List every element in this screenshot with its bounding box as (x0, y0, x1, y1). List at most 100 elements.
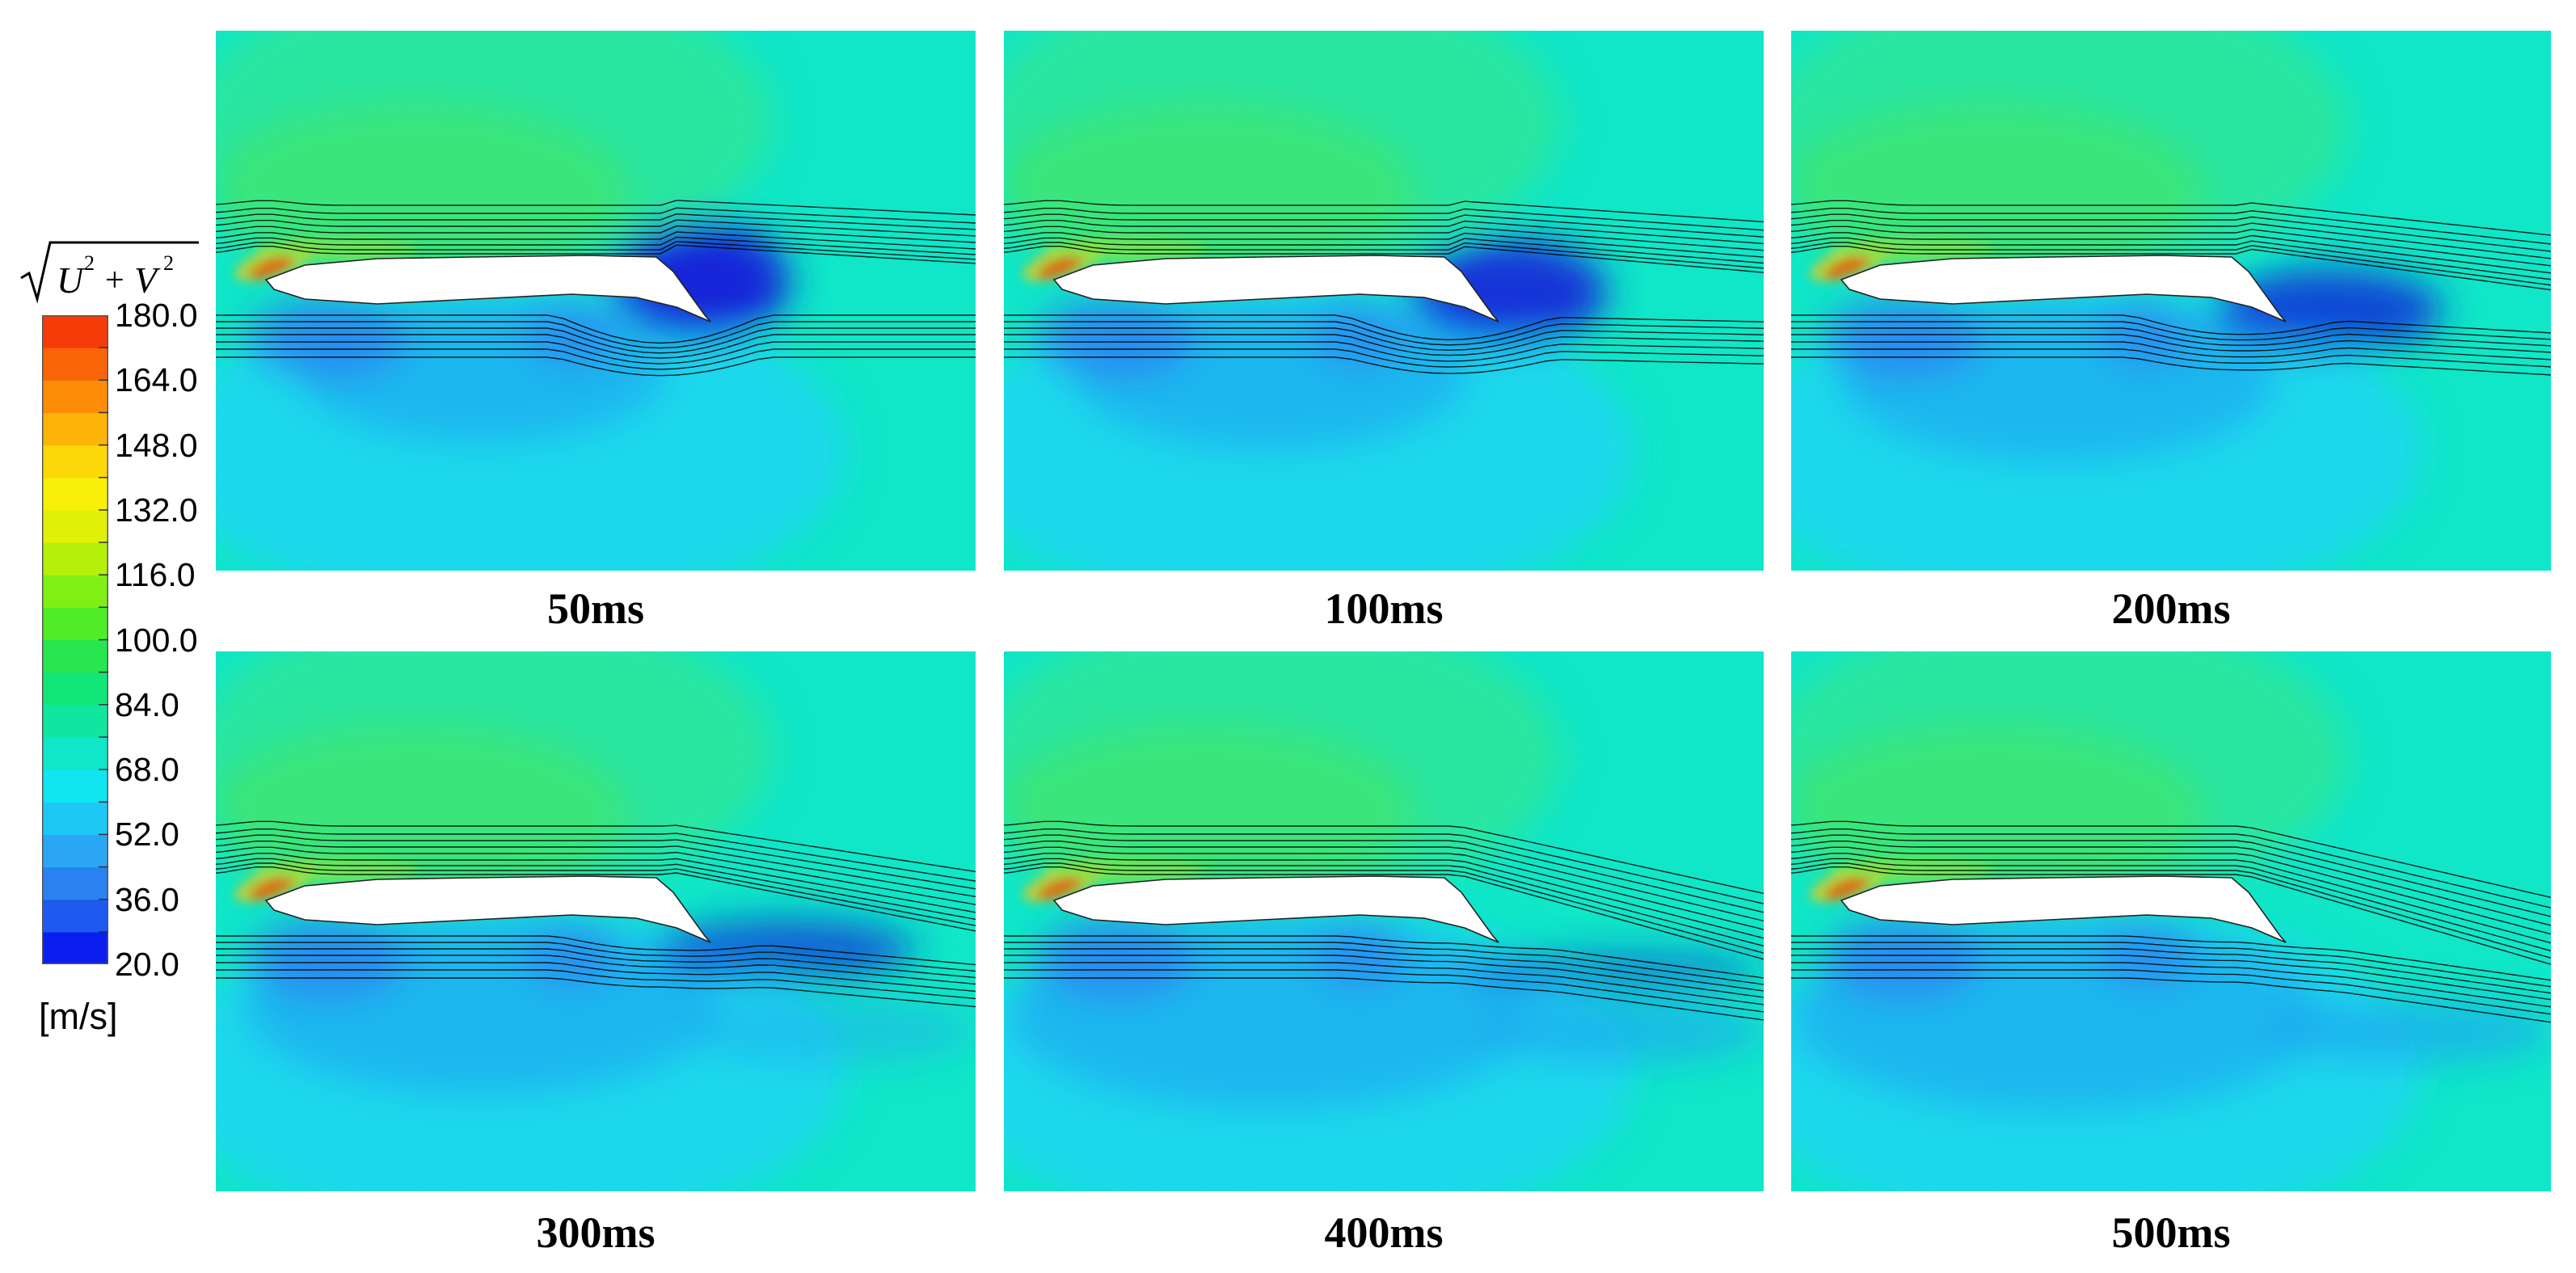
streamline (1791, 858, 2551, 952)
colorbar-band (42, 477, 108, 511)
colorbar-tick-label: 148.0 (115, 426, 198, 464)
streamline (1791, 334, 2551, 353)
streamline (1004, 866, 1764, 960)
streamline (1004, 969, 1764, 1013)
streamline (216, 955, 976, 985)
streamline (1004, 341, 1764, 362)
streamline (1004, 853, 1764, 939)
streamline (1004, 841, 1764, 922)
formula-v-exp: 2 (163, 251, 174, 275)
streamline (1791, 208, 2551, 245)
sqrt-sign-icon (20, 241, 199, 304)
streamline (1004, 942, 1764, 985)
airfoil-shape (1052, 875, 1499, 943)
streamline (1004, 232, 1764, 258)
leading-edge-contours (1809, 238, 1993, 282)
streamline (1791, 327, 2551, 347)
streamline (1791, 846, 2551, 935)
streamlines (1004, 820, 1764, 1021)
streamlines (216, 200, 976, 377)
colorbar-band (42, 931, 108, 964)
streamline (1791, 942, 2551, 988)
colorbar-band (42, 639, 108, 673)
streamline (1004, 356, 1764, 374)
streamlines (1791, 820, 2551, 1023)
streamline (1004, 820, 1764, 895)
streamline (1004, 242, 1764, 269)
velocity-contours (1791, 31, 2443, 571)
streamline (1791, 348, 2551, 368)
streamline (1791, 853, 2551, 944)
streamline (1004, 948, 1764, 992)
streamline (1004, 828, 1764, 904)
streamline (1791, 200, 2551, 236)
flow-field-plot (1791, 651, 2551, 1191)
panel-300ms (216, 651, 976, 1191)
panel-200ms (1791, 31, 2551, 571)
leading-edge-contours (1809, 858, 1993, 903)
streamline (1791, 834, 2551, 917)
streamline (1004, 226, 1764, 251)
airfoil-shape (1840, 255, 2287, 322)
streamline (216, 977, 976, 1008)
streamline (1004, 213, 1764, 238)
streamline (216, 236, 976, 255)
streamline (216, 862, 976, 926)
streamline (216, 314, 976, 344)
airfoil-shape (264, 875, 711, 943)
colorbar-band (42, 445, 108, 478)
panel-100ms (1004, 31, 1764, 571)
streamline (216, 225, 976, 243)
colorbar-band (42, 834, 108, 868)
colorbar-tick-label: 116.0 (115, 556, 196, 594)
streamline (1004, 334, 1764, 356)
streamline (216, 219, 976, 237)
streamline (216, 244, 976, 264)
caption-400ms: 400ms (1324, 1208, 1444, 1257)
streamline (1004, 834, 1764, 913)
streamline (1791, 841, 2551, 926)
colorbar-band (42, 866, 108, 900)
formula-v: V (134, 259, 161, 301)
leading-edge-contours (1022, 858, 1206, 903)
flow-field-plot (1004, 651, 1764, 1191)
colorbar-tick-label: 36.0 (115, 880, 179, 918)
streamline (1791, 866, 2551, 965)
colorbar-band (42, 672, 108, 706)
colorbar (42, 315, 108, 964)
airfoil-shape (1052, 255, 1499, 322)
streamline (1004, 208, 1764, 231)
streamline (1004, 962, 1764, 1005)
streamline (1791, 862, 2551, 959)
colorbar-tick-label: 100.0 (115, 621, 198, 659)
airfoil-shape (1840, 875, 2287, 943)
streamline (216, 356, 976, 377)
streamline (1791, 226, 2551, 267)
streamline (1791, 962, 2551, 1008)
colorbar-band (42, 542, 108, 575)
panel-50ms (216, 31, 976, 571)
legend-formula: U 2 + V 2 (20, 241, 199, 304)
colorbar-band (42, 575, 108, 608)
streamline (216, 231, 976, 250)
colorbar-tick-label: 52.0 (115, 816, 179, 854)
streamline (1004, 348, 1764, 368)
streamline (1004, 862, 1764, 954)
leading-edge-contours (234, 858, 418, 903)
streamline (216, 207, 976, 224)
colorbar-band (42, 380, 108, 414)
streamline (216, 828, 976, 882)
streamline (1791, 341, 2551, 360)
streamline (216, 969, 976, 1000)
streamline (1791, 977, 2551, 1023)
colorbar-tick-label: 164.0 (115, 361, 198, 399)
streamline (1791, 321, 2551, 341)
caption-100ms: 100ms (1324, 584, 1444, 633)
streamline (1004, 327, 1764, 351)
streamline (216, 200, 976, 216)
colorbar-band (42, 412, 108, 446)
streamline (1791, 314, 2551, 335)
streamline (216, 866, 976, 932)
colorbar-tick-label: 20.0 (115, 946, 179, 983)
